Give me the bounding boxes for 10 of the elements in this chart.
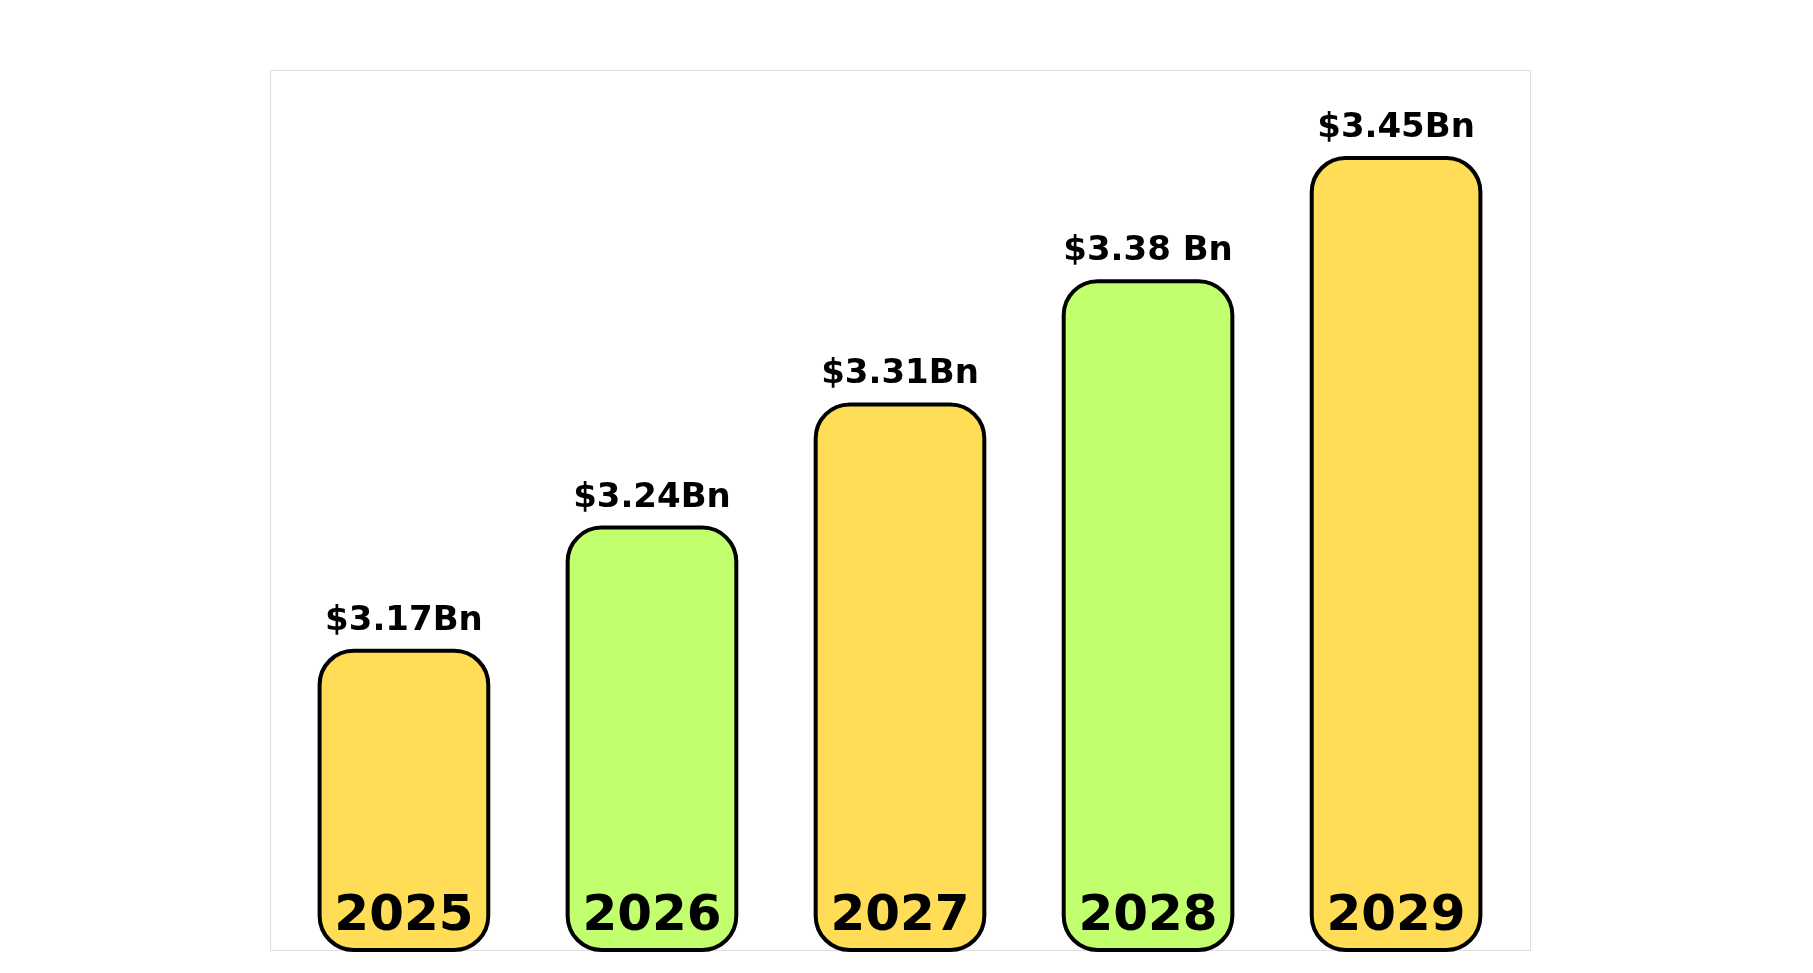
data-label: $3.45Bn: [1317, 105, 1475, 145]
data-label: $3.24Bn: [573, 474, 731, 515]
data-label: $3.38 Bn: [1063, 228, 1233, 269]
x-tick-label: 2025: [334, 884, 474, 942]
x-tick-label: 2029: [1326, 884, 1466, 942]
x-tick-label: 2028: [1078, 884, 1218, 942]
data-label: $3.31Bn: [821, 351, 979, 392]
data-label: $3.17Bn: [325, 597, 483, 638]
x-tick-label: 2027: [830, 884, 970, 942]
x-tick-label: 2026: [582, 884, 722, 942]
